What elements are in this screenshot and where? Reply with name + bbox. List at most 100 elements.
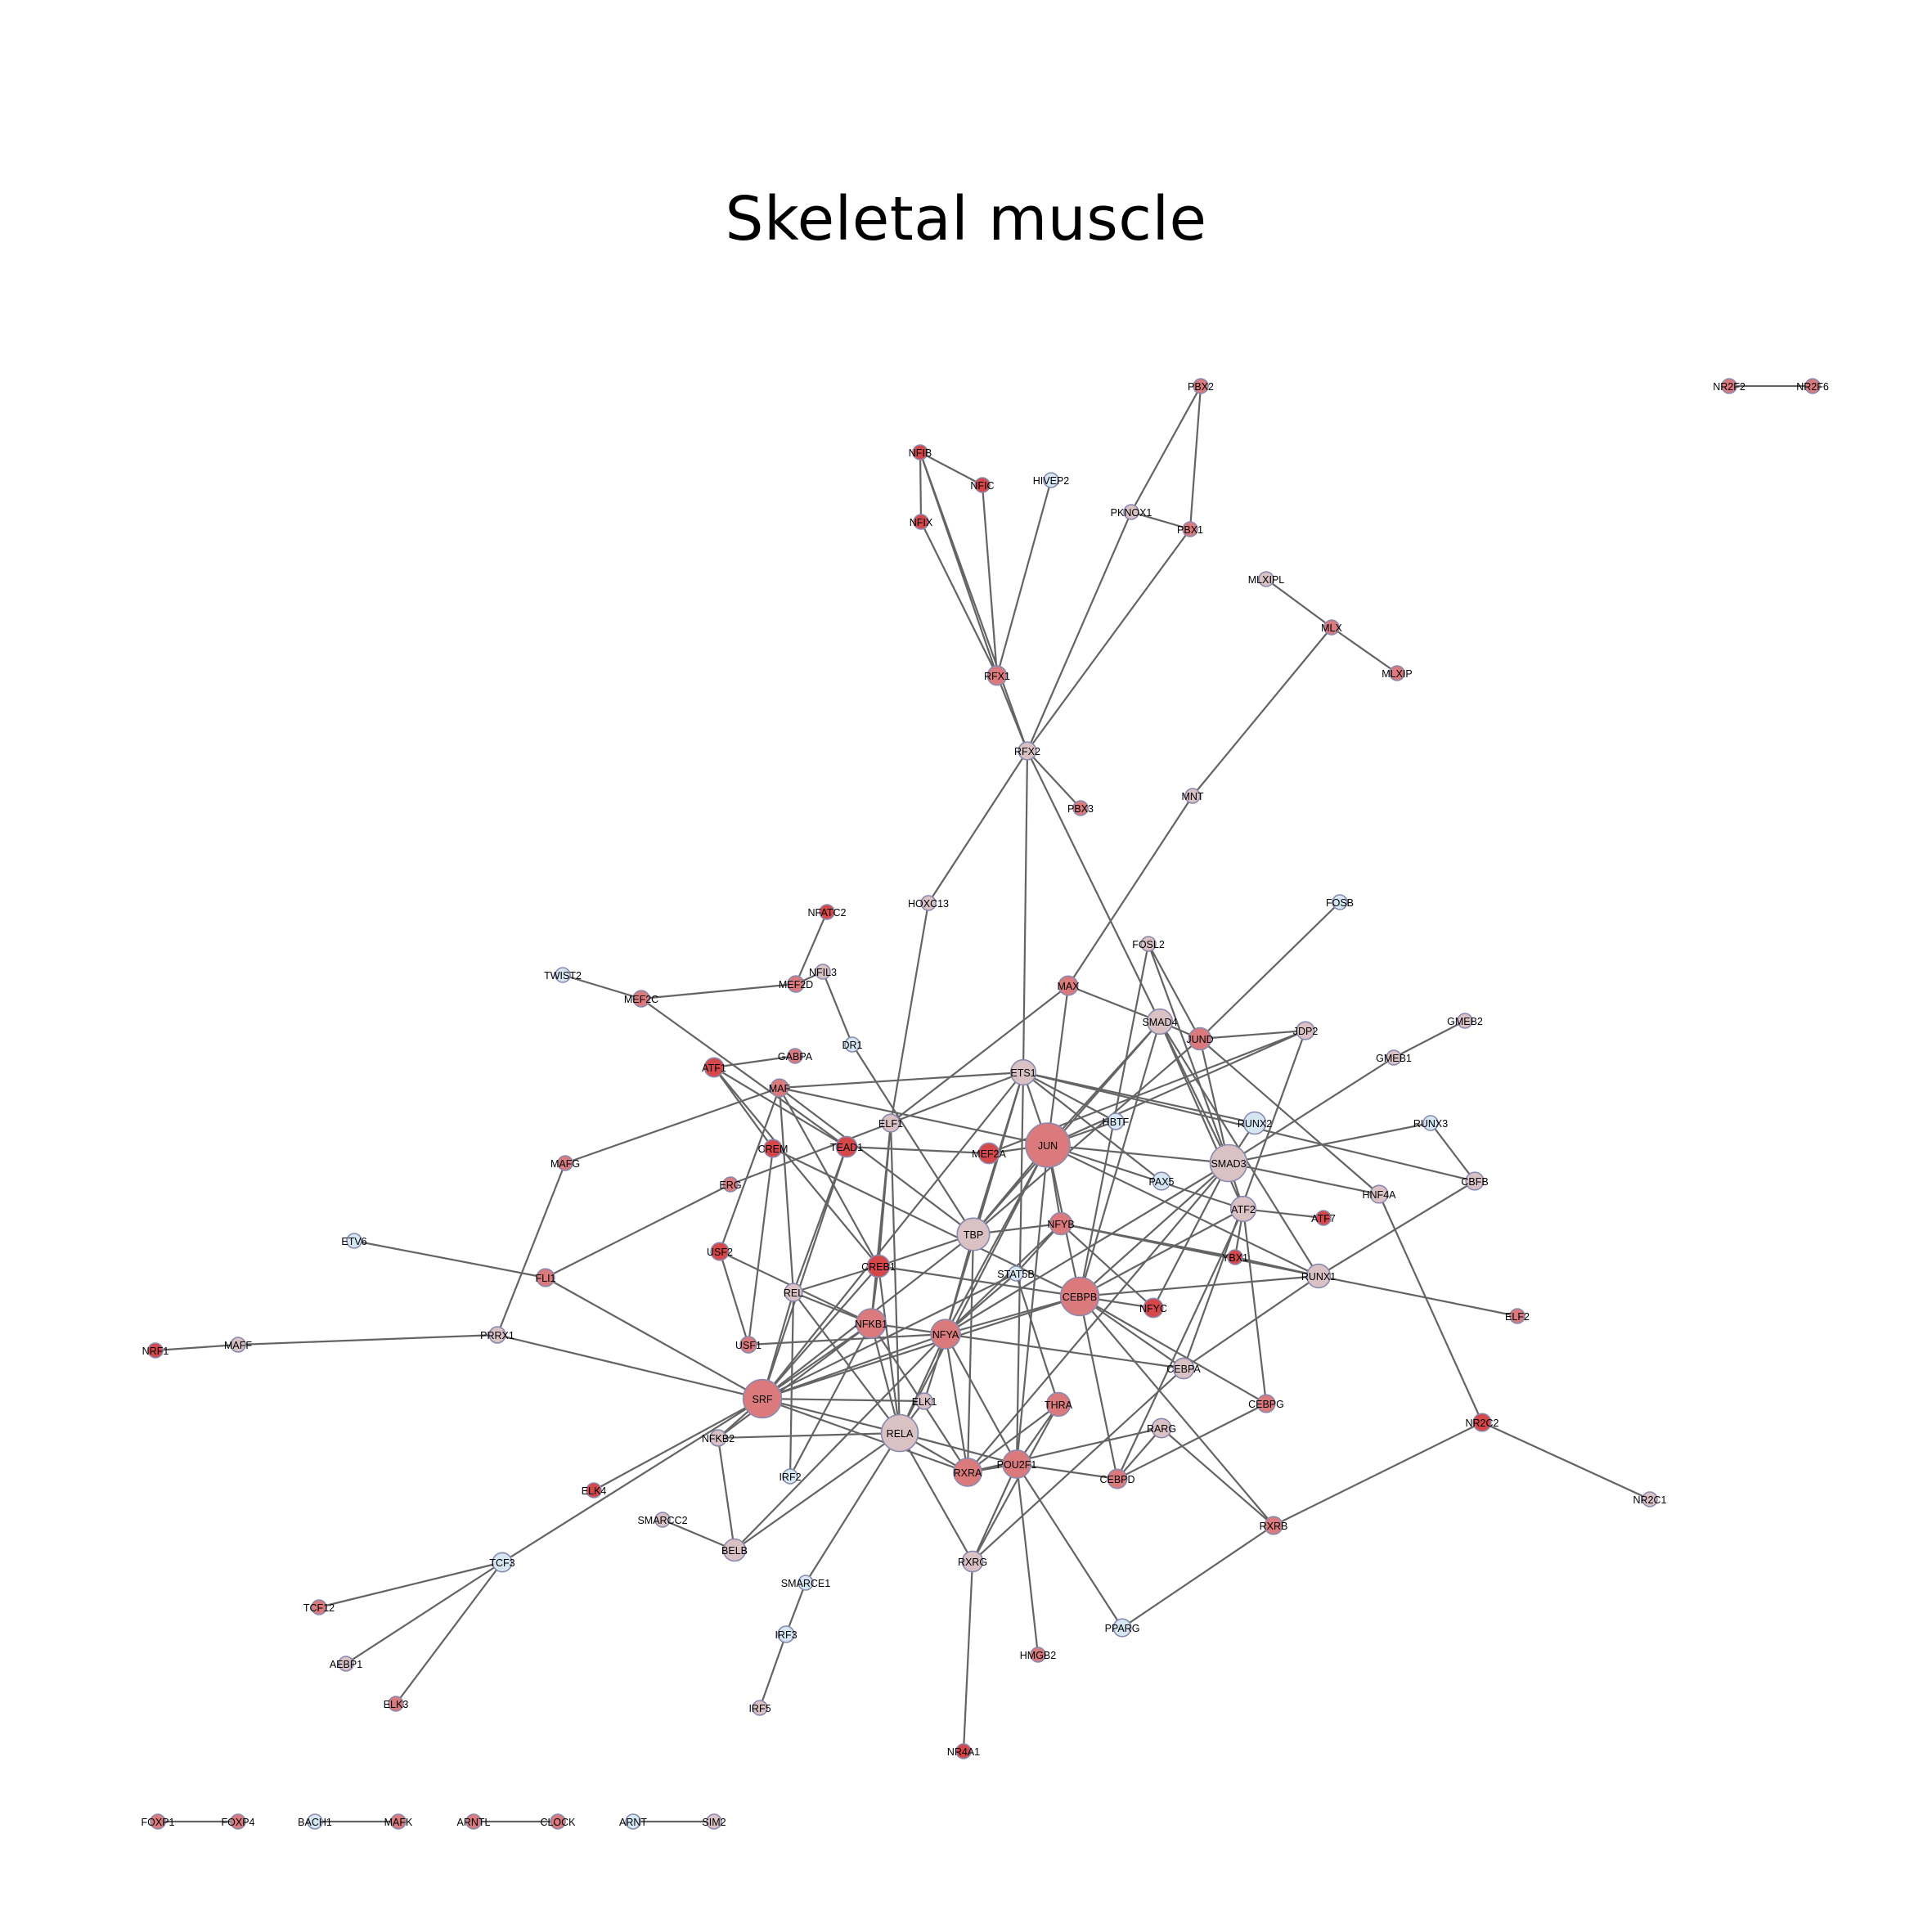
node-rfx2[interactable]: RFX2 xyxy=(1014,741,1040,761)
node-cebpg[interactable]: CEBPG xyxy=(1248,1394,1284,1413)
node-jdp2[interactable]: JDP2 xyxy=(1293,1021,1319,1040)
node-pbx2[interactable]: PBX2 xyxy=(1188,378,1214,394)
node-gmeb2[interactable]: GMEB2 xyxy=(1447,1013,1483,1029)
node-nfic[interactable]: NFIC xyxy=(970,477,995,493)
node-arntl[interactable]: ARNTL xyxy=(457,1813,491,1830)
node-foxp4[interactable]: FOXP4 xyxy=(222,1813,255,1830)
node-runx2[interactable]: RUNX2 xyxy=(1238,1111,1272,1135)
node-rxra[interactable]: RXRA xyxy=(953,1458,982,1487)
node-pparg[interactable]: PPARG xyxy=(1105,1618,1140,1638)
node-nr2f6[interactable]: NR2F6 xyxy=(1796,378,1829,394)
node-erg[interactable]: ERG xyxy=(719,1176,742,1193)
node-srf[interactable]: SRF xyxy=(742,1378,783,1419)
node-cebpd[interactable]: CEBPD xyxy=(1099,1468,1135,1489)
node-pknox1[interactable]: PKNOX1 xyxy=(1111,504,1152,520)
node-gmeb1[interactable]: GMEB1 xyxy=(1376,1049,1412,1066)
node-etv6[interactable]: ETV6 xyxy=(341,1233,367,1249)
node-rela[interactable]: RELA xyxy=(880,1413,919,1453)
node-mef2d[interactable]: MEF2D xyxy=(779,975,813,993)
node-thra[interactable]: THRA xyxy=(1045,1391,1073,1418)
node-pax5[interactable]: PAX5 xyxy=(1148,1171,1175,1191)
node-bach1[interactable]: BACH1 xyxy=(298,1813,332,1830)
node-nfib[interactable]: NFIB xyxy=(909,444,932,461)
node-nr4a1[interactable]: NR4A1 xyxy=(947,1743,980,1759)
node-nfix[interactable]: NFIX xyxy=(910,514,933,530)
node-usf2[interactable]: USF2 xyxy=(707,1242,733,1261)
node-cebpa[interactable]: CEBPA xyxy=(1166,1357,1201,1380)
node-gabpa[interactable]: GABPA xyxy=(778,1048,813,1064)
node-maff[interactable]: MAFF xyxy=(224,1337,252,1353)
node-nfkb2[interactable]: NFKB2 xyxy=(702,1429,735,1447)
node-tead1[interactable]: TEAD1 xyxy=(830,1135,863,1158)
node-arnt[interactable]: ARNT xyxy=(619,1813,647,1830)
node-atf2[interactable]: ATF2 xyxy=(1229,1195,1257,1223)
node-nfkb1[interactable]: NFKB1 xyxy=(855,1308,887,1339)
node-mef2c[interactable]: MEF2C xyxy=(624,990,658,1008)
node-fosb[interactable]: FOSB xyxy=(1326,894,1354,910)
node-hnf4a[interactable]: HNF4A xyxy=(1363,1184,1397,1204)
node-mafg[interactable]: MAFG xyxy=(550,1155,580,1171)
node-smad4[interactable]: SMAD4 xyxy=(1142,1008,1178,1036)
node-irf3[interactable]: IRF3 xyxy=(775,1625,798,1643)
node-smarce1[interactable]: SMARCE1 xyxy=(781,1575,830,1591)
node-hoxc13[interactable]: HOXC13 xyxy=(908,895,949,911)
node-mlxip[interactable]: MLXIP xyxy=(1382,665,1413,681)
node-nr2f2[interactable]: NR2F2 xyxy=(1713,378,1746,394)
node-crem[interactable]: CREM xyxy=(758,1139,789,1158)
node-tbp[interactable]: TBP xyxy=(956,1217,991,1251)
node-mef2a[interactable]: MEF2A xyxy=(972,1142,1006,1165)
node-dr1[interactable]: DR1 xyxy=(842,1036,863,1053)
node-hbtf[interactable]: HBTF xyxy=(1103,1112,1130,1130)
node-prrx1[interactable]: PRRX1 xyxy=(480,1326,514,1344)
node-pbx3[interactable]: PBX3 xyxy=(1067,800,1094,816)
node-foxp1[interactable]: FOXP1 xyxy=(142,1813,175,1830)
node-cebpb[interactable]: CEBPB xyxy=(1059,1276,1100,1317)
node-elk3[interactable]: ELK3 xyxy=(384,1696,409,1712)
node-atf7[interactable]: ATF7 xyxy=(1311,1210,1336,1226)
node-atf1[interactable]: ATF1 xyxy=(702,1057,726,1078)
node-maf[interactable]: MAF xyxy=(769,1078,791,1098)
node-aebp1[interactable]: AEBP1 xyxy=(330,1656,362,1672)
node-rarg[interactable]: RARG xyxy=(1147,1418,1176,1439)
node-elk1[interactable]: ELK1 xyxy=(912,1392,937,1410)
node-stat5b[interactable]: STAT5B xyxy=(997,1265,1035,1282)
node-ets1[interactable]: ETS1 xyxy=(1009,1058,1037,1086)
node-max[interactable]: MAX xyxy=(1057,975,1080,996)
node-nfya[interactable]: NFYA xyxy=(930,1319,961,1350)
node-tcf3[interactable]: TCF3 xyxy=(489,1552,515,1573)
node-mlx[interactable]: MLX xyxy=(1321,619,1343,636)
node-rxrg[interactable]: RXRG xyxy=(958,1550,987,1573)
node-nr2c1[interactable]: NR2C1 xyxy=(1633,1491,1667,1507)
node-creb1[interactable]: CREB1 xyxy=(861,1254,896,1278)
node-smad3[interactable]: SMAD3 xyxy=(1209,1143,1248,1183)
node-rxrb[interactable]: RXRB xyxy=(1260,1516,1288,1535)
node-nfatc2[interactable]: NFATC2 xyxy=(808,904,847,920)
node-pbx1[interactable]: PBX1 xyxy=(1177,521,1203,537)
node-jun[interactable]: JUN xyxy=(1025,1122,1071,1168)
node-jund[interactable]: JUND xyxy=(1186,1027,1214,1051)
node-nrf1[interactable]: NRF1 xyxy=(142,1342,169,1359)
node-elf2[interactable]: ELF2 xyxy=(1505,1308,1530,1324)
node-nr2c2[interactable]: NR2C2 xyxy=(1466,1413,1499,1432)
node-cbfb[interactable]: CBFB xyxy=(1461,1171,1489,1191)
node-fli1[interactable]: FLI1 xyxy=(535,1268,556,1287)
node-pou2f1[interactable]: POU2F1 xyxy=(997,1449,1037,1479)
node-elk4[interactable]: ELK4 xyxy=(582,1482,607,1498)
node-nfyb[interactable]: NFYB xyxy=(1047,1211,1075,1236)
node-twist2[interactable]: TWIST2 xyxy=(544,967,582,983)
node-mnt[interactable]: MNT xyxy=(1181,788,1204,804)
node-usf1[interactable]: USF1 xyxy=(735,1336,762,1354)
node-fosl2[interactable]: FOSL2 xyxy=(1132,936,1165,952)
node-nfil3[interactable]: NFIL3 xyxy=(809,964,837,980)
node-sim2[interactable]: SIM2 xyxy=(702,1813,726,1830)
node-runx1[interactable]: RUNX1 xyxy=(1301,1263,1336,1289)
node-nfyc[interactable]: NFYC xyxy=(1139,1297,1167,1319)
node-clock[interactable]: CLOCK xyxy=(540,1813,576,1830)
node-rfx1[interactable]: RFX1 xyxy=(984,665,1010,686)
node-belb[interactable]: BELB xyxy=(721,1538,748,1562)
node-irf5[interactable]: IRF5 xyxy=(748,1700,771,1716)
node-tcf12[interactable]: TCF12 xyxy=(303,1599,335,1615)
node-mafk[interactable]: MAFK xyxy=(384,1813,413,1830)
node-mlxipl[interactable]: MLXIPL xyxy=(1248,571,1285,587)
node-hmgb2[interactable]: HMGB2 xyxy=(1020,1647,1057,1663)
